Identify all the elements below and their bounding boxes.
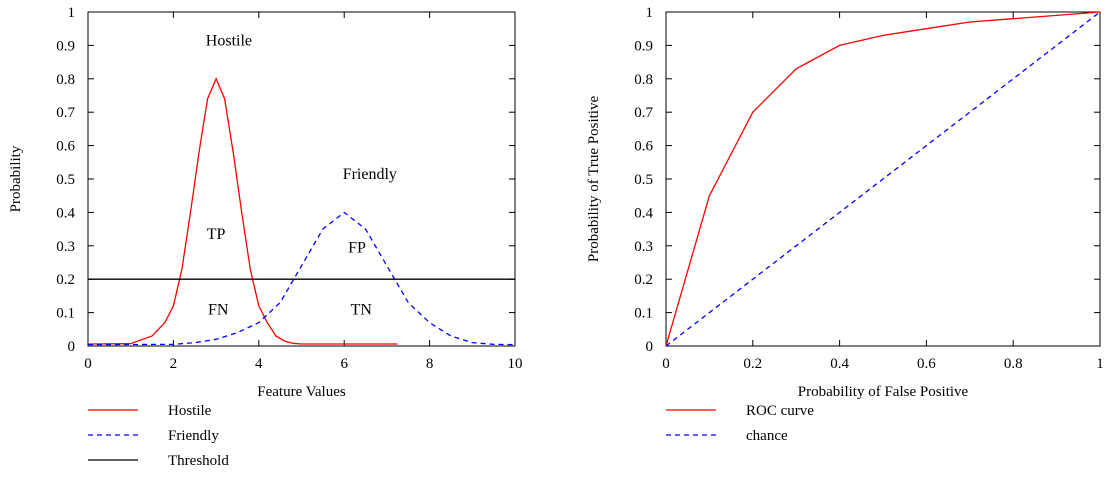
x-tick-label: 4 [255,356,263,372]
legend-entry: Threshold [168,453,229,469]
y-tick-label: 1 [646,5,654,21]
y-tick-label: 0.3 [634,239,653,255]
roc-panel: 0 0.2 0.4 0.6 0.8 1 0 0.1 0.2 0.3 0.4 0.5 0.6 0.7 0.8 0… [586,5,1104,444]
y-tick-label: 0.6 [634,139,653,155]
x-tick-label: 0 [84,356,92,372]
annotation-friendly: Friendly [343,166,397,183]
x-tick-label: 1 [1096,356,1104,372]
x-tick-label: 0.4 [830,356,849,372]
x-tick-label: 10 [508,356,523,372]
y-tick-label: 1 [68,5,76,21]
y-tick-label: 0.8 [56,72,75,88]
y-tick-label: 0.1 [56,306,75,322]
y-tick-label: 0.1 [634,306,653,322]
x-tick-label: 0 [662,356,670,372]
series-line-friendly [87,211,516,346]
y-tick-label: 0.9 [56,38,75,54]
y-tick-label: 0.2 [56,272,75,288]
y-tick-label: 0.4 [634,205,653,221]
y-tick-label: 0.6 [56,139,75,155]
series-line-roc-curve [665,11,1101,347]
legend-entry: Friendly [168,428,219,444]
x-tick-label: 0.2 [743,356,762,372]
x-tick-label: 6 [340,356,348,372]
y-tick-label: 0.8 [634,72,653,88]
series-line-hostile [87,77,398,345]
y-tick-label: 0.2 [634,272,653,288]
legend-entry: Hostile [168,403,212,419]
annotation-tp: TP [207,226,226,243]
annotation-hostile: Hostile [206,32,252,49]
y-axis-label: Probability of True Positive [586,96,602,263]
y-tick-label: 0.7 [56,105,75,121]
annotation-tn: TN [351,301,373,318]
y-tick-label: 0.4 [56,205,75,221]
x-tick-label: 2 [170,356,178,372]
x-tick-label: 8 [426,356,434,372]
legend-entry: chance [746,428,788,444]
y-tick-label: 0.7 [634,105,653,121]
x-tick-label: 0.6 [917,356,936,372]
y-tick-label: 0.5 [634,172,653,188]
annotation-fp: FP [348,239,366,256]
y-tick-label: 0.9 [634,38,653,54]
y-axis-label: Probability [8,145,24,212]
x-axis-label: Probability of False Positive [798,384,969,400]
x-axis-label: Feature Values [257,384,346,400]
annotation-fn: FN [208,301,229,318]
y-tick-label: 0.5 [56,172,75,188]
y-tick-label: 0 [646,339,654,355]
plot-frame [87,11,516,347]
series-line-chance [665,11,1101,347]
y-tick-label: 0.3 [56,239,75,255]
x-tick-label: 0.8 [1004,356,1023,372]
y-tick-label: 0 [68,339,76,355]
legend-entry: ROC curve [746,403,814,419]
feature-distribution-panel: 0 2 4 6 8 10 0 0.1 0.2 0.3 0.4 0.5 0.6 0.7 0.8 0.9 1 Feat… [8,5,523,469]
